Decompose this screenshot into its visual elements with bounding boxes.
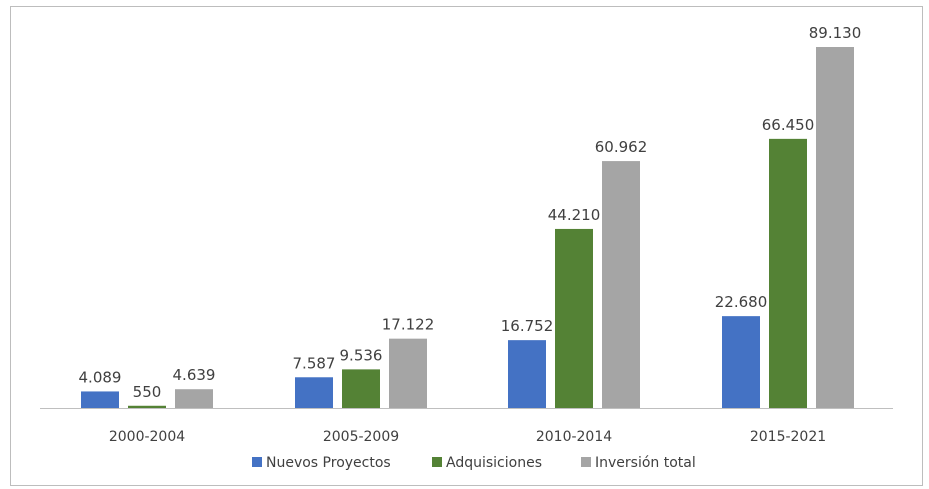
legend-label-1: Nuevos Proyectos: [266, 455, 391, 471]
bar-1-3: [508, 340, 546, 408]
legend-swatch-2: [432, 457, 442, 467]
data-label-3-3: 60.962: [595, 138, 648, 156]
bar-3-1: [175, 389, 213, 408]
legend-label-3: Inversión total: [595, 455, 696, 471]
legend-label-2: Adquisiciones: [446, 455, 542, 471]
bar-3-4: [816, 47, 854, 408]
data-label-1-2: 7.587: [293, 354, 336, 372]
bar-2-4: [769, 138, 807, 408]
bar-3-2: [389, 338, 427, 408]
data-label-3-2: 17.122: [382, 316, 435, 334]
legend: Nuevos Proyectos Adquisiciones Inversión t…: [252, 455, 696, 471]
data-label-1-3: 16.752: [501, 317, 554, 335]
legend-swatch-1: [252, 457, 262, 467]
bar-2-3: [555, 228, 593, 408]
data-label-3-1: 4.639: [173, 366, 216, 384]
x-tick-label-1: 2000-2004: [109, 429, 185, 445]
legend-swatch-3: [581, 457, 591, 467]
bar-2-2: [342, 369, 380, 408]
bar-1-4: [722, 316, 760, 408]
x-tick-label-3: 2010-2014: [536, 429, 612, 445]
bar-2-1: [128, 405, 166, 408]
data-label-1-4: 22.680: [715, 293, 768, 311]
bar-3-3: [602, 161, 640, 408]
bar-1-2: [295, 377, 333, 408]
bar-1-1: [81, 391, 119, 408]
data-label-3-4: 89.130: [809, 24, 862, 42]
data-label-2-3: 44.210: [548, 206, 601, 224]
data-label-1-1: 4.089: [79, 368, 122, 386]
x-tick-label-4: 2015-2021: [750, 429, 826, 445]
data-label-2-1: 550: [133, 383, 162, 401]
data-label-2-2: 9.536: [340, 346, 383, 364]
x-tick-label-2: 2005-2009: [323, 429, 399, 445]
data-label-2-4: 66.450: [762, 116, 815, 134]
